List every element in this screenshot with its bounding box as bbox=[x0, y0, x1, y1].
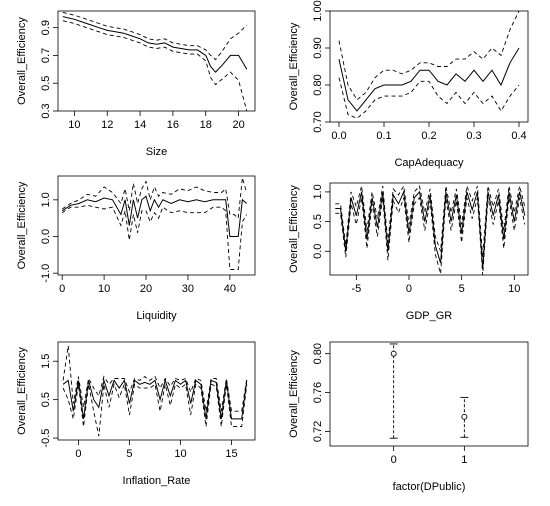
y-axis-label: Overall_Efficiency bbox=[288, 350, 300, 438]
panel-1: 10 12 14 16 18 20 0.3 0.5 0.7 0.9 Size Overall_Effi… bbox=[16, 10, 256, 158]
confidence-band-line bbox=[61, 177, 248, 220]
y-tick-label: -0.5 bbox=[40, 429, 52, 448]
x-tick-label: 20 bbox=[140, 283, 152, 295]
y-axis-label: Overall_Efficiency bbox=[288, 185, 300, 273]
y-tick-label: 0.5 bbox=[40, 76, 52, 91]
x-tick-label: 5 bbox=[126, 448, 132, 460]
x-tick-label: 40 bbox=[224, 283, 236, 295]
y-tick-label: 0.5 bbox=[40, 392, 52, 407]
fitted-line bbox=[335, 190, 526, 270]
plot-frame bbox=[329, 182, 529, 276]
x-axis-label: Size bbox=[146, 146, 167, 158]
x-tick-label: 12 bbox=[101, 119, 113, 131]
confidence-band-line bbox=[62, 382, 248, 437]
confidence-band-line bbox=[62, 11, 248, 61]
panel-3: 0 10 20 30 40 -1.0 0.0 1.0 Liquidity Overall_Effi… bbox=[16, 175, 256, 322]
y-axis-label: Overall_Efficiency bbox=[16, 347, 28, 435]
confidence-band-line bbox=[62, 345, 248, 412]
y-tick-label: -1.0 bbox=[40, 264, 52, 283]
plot-frame bbox=[57, 175, 256, 276]
confidence-band-line bbox=[335, 196, 526, 275]
y-axis-label: Overall_Efficiency bbox=[16, 17, 28, 105]
y-tick-label: 1.5 bbox=[40, 354, 52, 369]
plot-frame bbox=[57, 341, 256, 441]
y-tick-label: 0.9 bbox=[40, 20, 52, 35]
x-tick-label: 0.0 bbox=[331, 130, 346, 142]
panel-5: 0 5 10 15 -0.5 0.5 1.5 Inflation_Rate Overall_Ef… bbox=[16, 341, 256, 487]
x-tick-label: 0.4 bbox=[511, 130, 526, 142]
y-tick-label: 1.00 bbox=[312, 0, 324, 21]
panel-4: -5 0 5 10 0.0 0.5 1.0 GDP_GR Overall_Efficiency bbox=[288, 182, 529, 322]
x-tick-label: 14 bbox=[134, 119, 146, 131]
x-axis-label: Liquidity bbox=[136, 310, 177, 322]
plot-frame bbox=[57, 10, 256, 112]
x-tick-label: -5 bbox=[351, 283, 361, 295]
y-tick-label: 0.90 bbox=[312, 37, 324, 58]
y-tick-label: 1.0 bbox=[312, 184, 324, 199]
x-axis-label: Inflation_Rate bbox=[123, 475, 191, 487]
fitted-line bbox=[62, 16, 248, 73]
confidence-band-line bbox=[335, 184, 526, 258]
y-tick-label: 0.3 bbox=[40, 103, 52, 118]
x-tick-label: 20 bbox=[232, 119, 244, 131]
confidence-band-line bbox=[62, 20, 248, 111]
y-tick-label: 0.0 bbox=[40, 229, 52, 244]
fitted-line bbox=[62, 378, 248, 420]
y-tick-label: 0.72 bbox=[312, 421, 324, 442]
x-tick-label: 0.1 bbox=[376, 130, 391, 142]
x-tick-label: 0.2 bbox=[421, 130, 436, 142]
x-tick-label: 16 bbox=[167, 119, 179, 131]
x-tick-label: 0 bbox=[59, 283, 65, 295]
y-tick-label: 0.0 bbox=[312, 244, 324, 259]
y-tick-label: 0.7 bbox=[40, 48, 52, 63]
x-tick-label: 1 bbox=[461, 454, 467, 466]
y-tick-label: 0.80 bbox=[312, 74, 324, 95]
x-tick-label: 10 bbox=[174, 448, 186, 460]
plot-frame bbox=[329, 10, 529, 123]
panel-2: 0.0 0.1 0.2 0.3 0.4 0.70 0.80 0.90 1.00 CapAdequa… bbox=[288, 0, 529, 169]
y-tick-label: 1.0 bbox=[40, 192, 52, 207]
plot-frame bbox=[329, 341, 529, 447]
x-axis-label: GDP_GR bbox=[406, 310, 453, 322]
x-tick-label: 5 bbox=[459, 283, 465, 295]
estimate-point bbox=[390, 350, 397, 357]
fitted-line bbox=[61, 195, 247, 237]
y-tick-label: 0.80 bbox=[312, 343, 324, 364]
x-tick-label: 18 bbox=[200, 119, 212, 131]
y-tick-label: 0.70 bbox=[312, 111, 324, 132]
x-tick-label: 30 bbox=[182, 283, 194, 295]
y-tick-label: 0.5 bbox=[312, 214, 324, 229]
confidence-band-line bbox=[61, 204, 247, 270]
x-tick-label: 10 bbox=[68, 119, 80, 131]
confidence-band-line bbox=[338, 77, 520, 119]
y-axis-label: Overall_Efficiency bbox=[288, 22, 300, 110]
x-tick-label: 0 bbox=[391, 454, 397, 466]
x-tick-label: 0 bbox=[406, 283, 412, 295]
x-tick-label: 0 bbox=[75, 448, 81, 460]
panel-6: 0 1 0.72 0.76 0.80 factor(DPublic) Overall_Eff… bbox=[288, 341, 529, 493]
y-axis-label: Overall_Efficiency bbox=[16, 181, 28, 269]
fitted-line bbox=[338, 47, 520, 112]
x-tick-label: 0.3 bbox=[466, 130, 481, 142]
x-tick-label: 10 bbox=[508, 283, 520, 295]
x-tick-label: 10 bbox=[98, 283, 110, 295]
x-tick-label: 15 bbox=[225, 448, 237, 460]
estimate-point bbox=[461, 413, 468, 420]
x-axis-label: CapAdequacy bbox=[394, 157, 464, 169]
x-axis-label: factor(DPublic) bbox=[393, 481, 466, 493]
y-tick-label: 0.76 bbox=[312, 382, 324, 403]
confidence-band-line bbox=[338, 11, 520, 101]
